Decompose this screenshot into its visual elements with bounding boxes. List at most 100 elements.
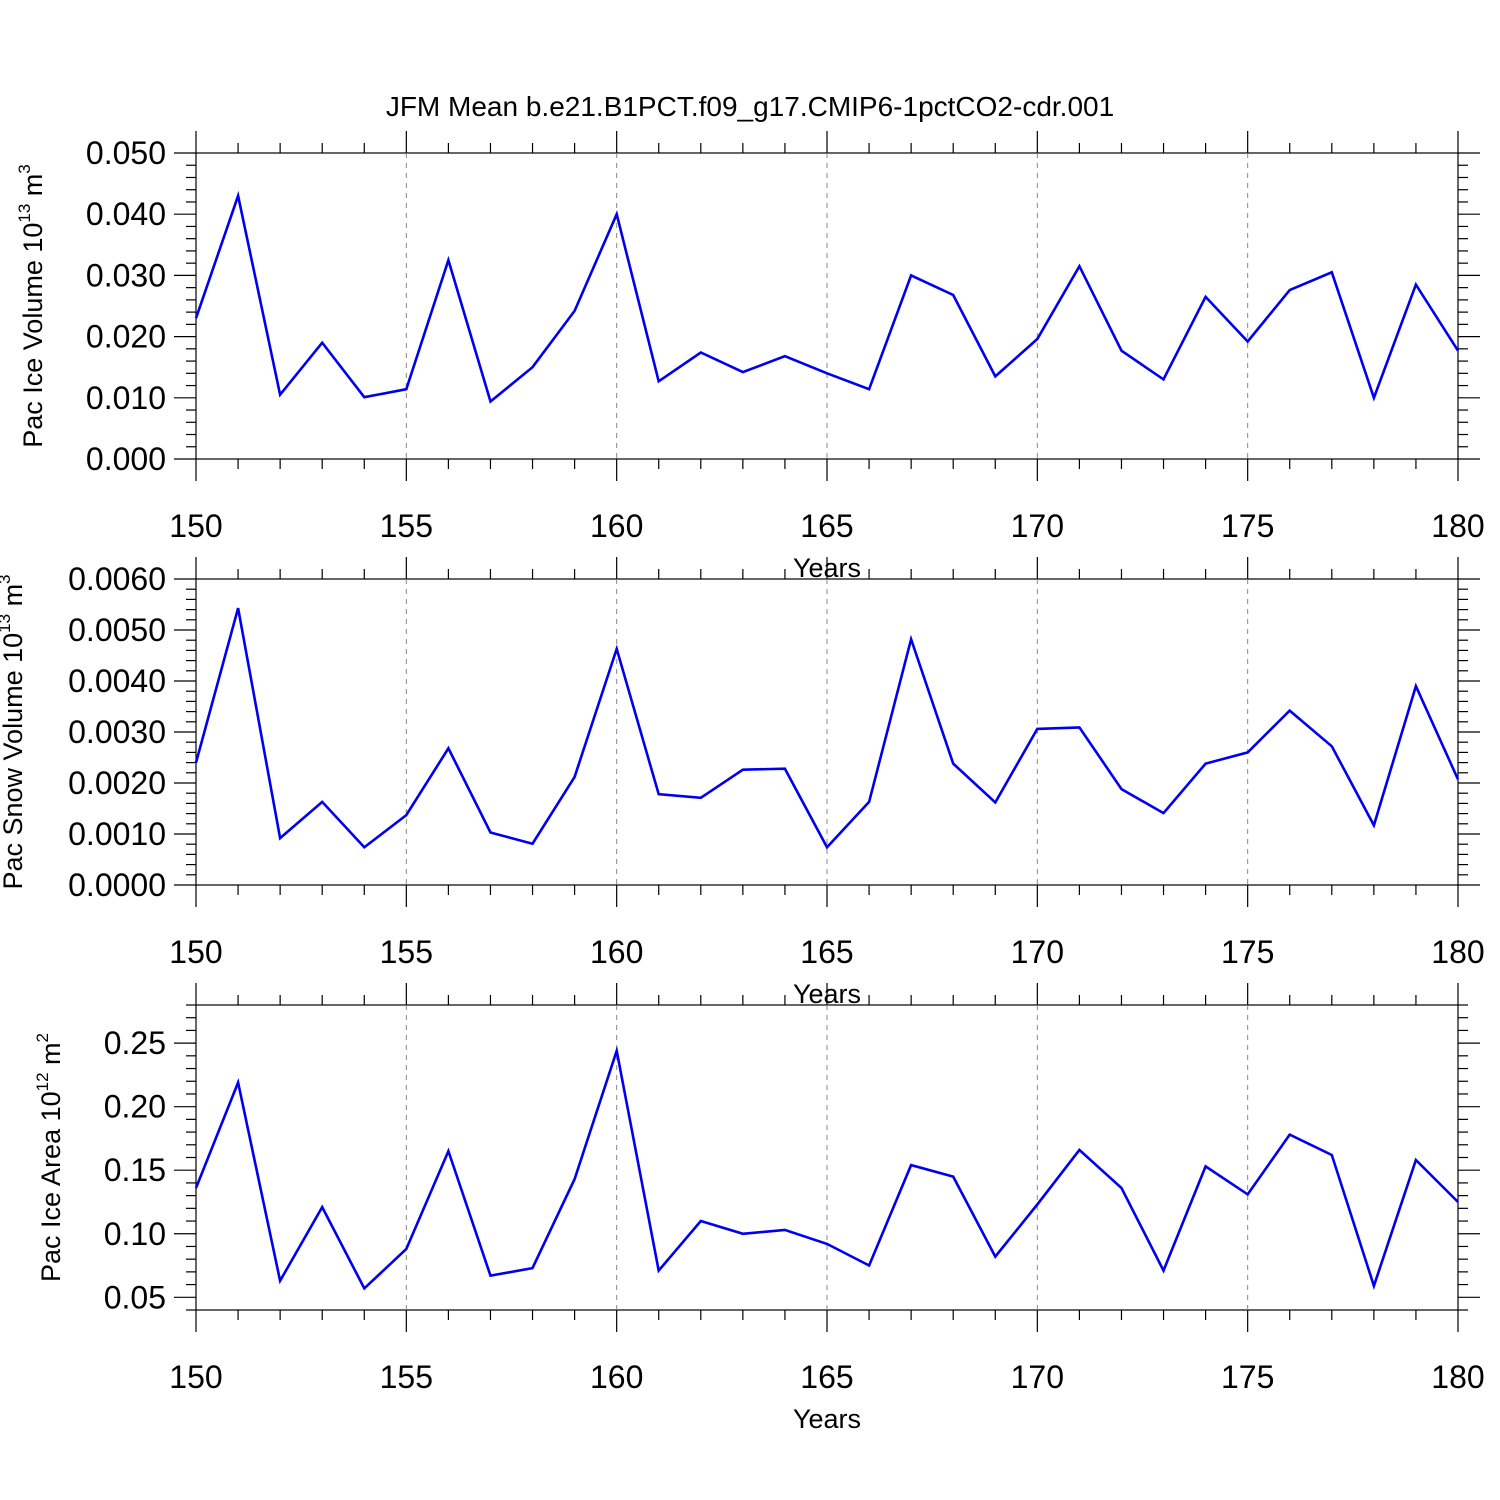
data-point bbox=[445, 745, 451, 751]
data-point bbox=[656, 1268, 662, 1274]
x-tick-label: 175 bbox=[1221, 1359, 1274, 1395]
y-tick-label: 0.020 bbox=[86, 319, 166, 355]
y-axis-title-unit-exponent: 3 bbox=[0, 574, 14, 583]
data-point bbox=[908, 636, 914, 642]
data-point bbox=[572, 774, 578, 780]
y-tick-label: 0.0050 bbox=[68, 612, 166, 648]
data-point bbox=[740, 1231, 746, 1237]
y-axis-title-exponent: 12 bbox=[33, 1072, 52, 1091]
data-point bbox=[530, 364, 536, 370]
y-tick-label: 0.0000 bbox=[68, 867, 166, 903]
data-point bbox=[782, 1227, 788, 1233]
y-axis-title-unit-exponent: 3 bbox=[15, 164, 34, 173]
data-point bbox=[950, 761, 956, 767]
data-point bbox=[1245, 749, 1251, 755]
data-point bbox=[824, 1241, 830, 1247]
data-point bbox=[193, 1185, 199, 1191]
x-tick-label: 160 bbox=[590, 508, 643, 544]
data-point bbox=[740, 767, 746, 773]
data-point bbox=[908, 1162, 914, 1168]
data-point bbox=[403, 1246, 409, 1252]
data-point bbox=[1203, 294, 1209, 300]
panel-ice-volume: 150 155 160 165 170 175 180Years0.0000.0100.02… bbox=[15, 131, 1485, 583]
data-point bbox=[1034, 726, 1040, 732]
data-point bbox=[866, 386, 872, 392]
data-point bbox=[1455, 1199, 1461, 1205]
data-point bbox=[1245, 1191, 1251, 1197]
data-point bbox=[530, 1265, 536, 1271]
x-tick-label: 150 bbox=[169, 1359, 222, 1395]
y-tick-label: 0.0040 bbox=[68, 663, 166, 699]
x-tick-label: 170 bbox=[1011, 934, 1064, 970]
data-point bbox=[866, 1263, 872, 1269]
data-point bbox=[950, 1174, 956, 1180]
x-tick-label: 175 bbox=[1221, 934, 1274, 970]
data-point bbox=[614, 1048, 620, 1054]
data-point bbox=[866, 799, 872, 805]
y-axis-title-unit: m bbox=[0, 584, 28, 614]
data-point bbox=[1287, 287, 1293, 293]
data-point bbox=[1287, 708, 1293, 714]
data-point bbox=[908, 272, 914, 278]
y-tick-label: 0.20 bbox=[104, 1089, 166, 1125]
data-point bbox=[277, 835, 283, 841]
data-point bbox=[193, 315, 199, 321]
y-tick-label: 0.030 bbox=[86, 257, 166, 293]
data-point bbox=[1329, 743, 1335, 749]
x-tick-label: 155 bbox=[380, 934, 433, 970]
y-tick-label: 0.15 bbox=[104, 1152, 166, 1188]
data-point bbox=[1203, 1163, 1209, 1169]
data-point bbox=[824, 370, 830, 376]
data-point bbox=[1287, 1132, 1293, 1138]
data-point bbox=[1329, 1152, 1335, 1158]
data-point bbox=[487, 829, 493, 835]
data-point bbox=[1034, 336, 1040, 342]
data-point bbox=[740, 369, 746, 375]
data-point bbox=[992, 1254, 998, 1260]
y-tick-label: 0.0020 bbox=[68, 765, 166, 801]
series-line bbox=[194, 190, 1460, 404]
x-tick-label: 170 bbox=[1011, 508, 1064, 544]
data-point bbox=[319, 1204, 325, 1210]
data-point bbox=[235, 1080, 241, 1086]
y-tick-label: 0.010 bbox=[86, 380, 166, 416]
data-point bbox=[824, 844, 830, 850]
data-point bbox=[403, 812, 409, 818]
data-point bbox=[1413, 282, 1419, 288]
data-point bbox=[1371, 1283, 1377, 1289]
x-tick-label: 150 bbox=[169, 934, 222, 970]
data-point bbox=[403, 386, 409, 392]
x-tick-label: 165 bbox=[800, 508, 853, 544]
data-point bbox=[277, 1278, 283, 1284]
panel-snow-volume: 150 155 160 165 170 175 180Years0.00000.00100.… bbox=[0, 557, 1485, 1009]
y-tick-label: 0.25 bbox=[104, 1025, 166, 1061]
data-point bbox=[361, 844, 367, 850]
data-point bbox=[698, 795, 704, 801]
x-tick-label: 155 bbox=[380, 1359, 433, 1395]
data-point bbox=[361, 394, 367, 400]
data-point bbox=[698, 350, 704, 356]
data-point bbox=[1371, 395, 1377, 401]
data-point bbox=[782, 766, 788, 772]
data-point bbox=[1118, 1185, 1124, 1191]
x-tick-label: 165 bbox=[800, 1359, 853, 1395]
y-tick-label: 0.0010 bbox=[68, 816, 166, 852]
x-tick-label: 175 bbox=[1221, 508, 1274, 544]
data-point bbox=[992, 799, 998, 805]
x-tick-label: 155 bbox=[380, 508, 433, 544]
y-axis-title: Pac Ice Area 1012 m2 bbox=[33, 1033, 66, 1282]
x-tick-label: 160 bbox=[590, 934, 643, 970]
y-axis-title-unit: m bbox=[36, 1042, 66, 1072]
x-tick-label: 180 bbox=[1431, 1359, 1484, 1395]
data-point bbox=[1413, 683, 1419, 689]
y-tick-label: 0.050 bbox=[86, 135, 166, 171]
data-point bbox=[1118, 786, 1124, 792]
data-point bbox=[1118, 348, 1124, 354]
data-point bbox=[487, 1273, 493, 1279]
y-tick-label: 0.05 bbox=[104, 1279, 166, 1315]
data-point bbox=[1329, 269, 1335, 275]
y-axis-title: Pac Ice Volume 1013 m3 bbox=[15, 164, 48, 448]
data-point bbox=[572, 308, 578, 314]
series-line bbox=[194, 1045, 1459, 1291]
